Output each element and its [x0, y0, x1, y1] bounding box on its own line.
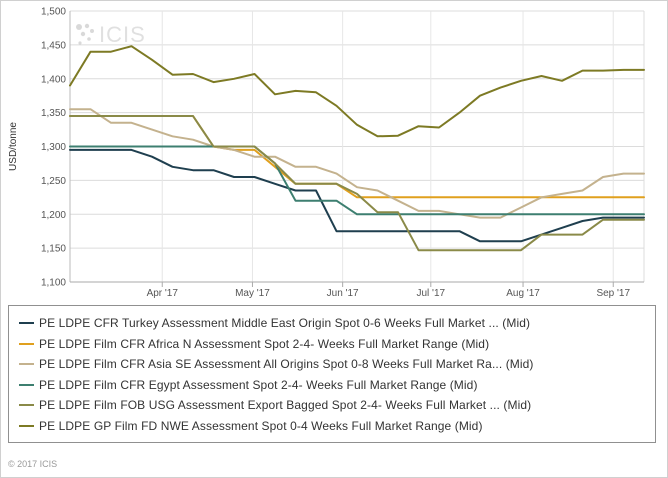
copyright-text: © 2017 ICIS	[8, 459, 58, 469]
legend-label: PE LDPE Film FOB USG Assessment Export B…	[39, 398, 532, 413]
series-line-5	[69, 115, 645, 252]
series-line-4	[69, 145, 645, 216]
icis-logo-icon	[76, 23, 94, 45]
x-tick-label: May '17	[235, 288, 270, 299]
legend-swatch	[19, 424, 34, 427]
legend-item-2[interactable]: PE LDPE Film CFR Africa N Assessment Spo…	[19, 334, 655, 355]
x-tick-label: Apr '17	[147, 288, 179, 299]
legend-item-3[interactable]: PE LDPE Film CFR Asia SE Assessment All …	[19, 354, 655, 375]
legend-swatch	[19, 404, 34, 407]
legend-item-1[interactable]: PE LDPE CFR Turkey Assessment Middle Eas…	[19, 313, 655, 334]
legend-swatch	[19, 342, 34, 345]
series-line-3	[69, 108, 645, 219]
x-tick-label: Jul '17	[417, 288, 446, 299]
legend-item-5[interactable]: PE LDPE Film FOB USG Assessment Export B…	[19, 395, 655, 416]
y-tick-label: 1,500	[41, 7, 66, 18]
x-tick-label: Aug '17	[506, 288, 540, 299]
legend-swatch	[19, 363, 34, 366]
legend-label: PE LDPE Film CFR Asia SE Assessment All …	[39, 357, 534, 372]
legend: PE LDPE CFR Turkey Assessment Middle Eas…	[8, 305, 656, 443]
legend-label: PE LDPE Film CFR Africa N Assessment Spo…	[39, 336, 490, 351]
legend-label: PE LDPE Film CFR Egypt Assessment Spot 2…	[39, 377, 478, 392]
y-tick-label: 1,450	[41, 40, 66, 51]
series-line-2	[69, 115, 645, 199]
y-tick-label: 1,150	[41, 244, 66, 255]
legend-item-4[interactable]: PE LDPE Film CFR Egypt Assessment Spot 2…	[19, 375, 655, 396]
legend-swatch	[19, 322, 34, 325]
series-line-1	[69, 148, 645, 243]
y-axis-title: USD/tonne	[8, 122, 19, 171]
y-tick-label: 1,300	[41, 142, 66, 153]
watermark-text: ICIS	[99, 22, 146, 47]
y-tick-label: 1,400	[41, 74, 66, 85]
x-tick-label: Jun '17	[327, 288, 359, 299]
y-tick-label: 1,200	[41, 210, 66, 221]
legend-item-6[interactable]: PE LDPE GP Film FD NWE Assessment Spot 0…	[19, 416, 655, 437]
x-tick-label: Sep '17	[596, 288, 630, 299]
y-tick-label: 1,350	[41, 108, 66, 119]
legend-swatch	[19, 383, 34, 386]
watermark: ICIS	[75, 22, 146, 48]
legend-label: PE LDPE GP Film FD NWE Assessment Spot 0…	[39, 418, 483, 433]
legend-label: PE LDPE CFR Turkey Assessment Middle Eas…	[39, 316, 531, 331]
y-tick-label: 1,100	[41, 278, 66, 289]
y-tick-label: 1,250	[41, 176, 66, 187]
series-line-6	[69, 45, 645, 138]
